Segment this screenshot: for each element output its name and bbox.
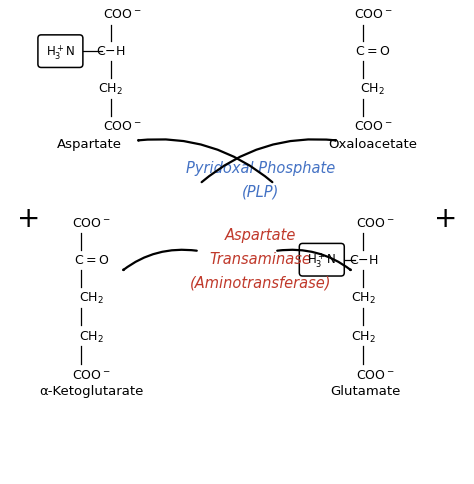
Text: +: + <box>17 204 40 232</box>
Text: $\mathsf{CH_2}$: $\mathsf{CH_2}$ <box>351 290 376 305</box>
Text: $\mathsf{CH_2}$: $\mathsf{CH_2}$ <box>98 81 123 96</box>
Text: Aspartate: Aspartate <box>57 137 122 151</box>
Text: $\mathsf{COO^-}$: $\mathsf{COO^-}$ <box>354 8 392 21</box>
FancyArrowPatch shape <box>277 250 351 271</box>
Text: $\mathsf{COO^-}$: $\mathsf{COO^-}$ <box>73 216 111 229</box>
FancyBboxPatch shape <box>299 244 344 276</box>
Text: $\mathsf{H_3^+N}$: $\mathsf{H_3^+N}$ <box>46 43 75 61</box>
Text: $\mathsf{CH_2}$: $\mathsf{CH_2}$ <box>360 81 385 96</box>
Text: $\mathsf{CH_2}$: $\mathsf{CH_2}$ <box>79 329 104 344</box>
Text: $\mathsf{COO^-}$: $\mathsf{COO^-}$ <box>103 8 142 21</box>
Text: $\mathsf{COO^-}$: $\mathsf{COO^-}$ <box>356 368 394 381</box>
Text: $\mathsf{C{-}H}$: $\mathsf{C{-}H}$ <box>349 253 378 266</box>
Text: $\mathsf{COO^-}$: $\mathsf{COO^-}$ <box>73 368 111 381</box>
Text: $\mathsf{COO^-}$: $\mathsf{COO^-}$ <box>356 216 394 229</box>
FancyArrowPatch shape <box>138 140 273 183</box>
Text: Oxaloacetate: Oxaloacetate <box>328 137 417 151</box>
FancyArrowPatch shape <box>201 140 336 183</box>
Text: $\mathsf{C{=}O}$: $\mathsf{C{=}O}$ <box>74 253 109 266</box>
Text: Aspartate: Aspartate <box>225 227 296 242</box>
Text: Pyridoxal Phosphate: Pyridoxal Phosphate <box>186 160 335 175</box>
Text: (Aminotransferase): (Aminotransferase) <box>190 275 331 290</box>
Text: $\mathsf{COO^-}$: $\mathsf{COO^-}$ <box>354 120 392 133</box>
Text: Transaminase: Transaminase <box>210 251 311 266</box>
Text: $\mathsf{CH_2}$: $\mathsf{CH_2}$ <box>351 329 376 344</box>
Text: Glutamate: Glutamate <box>331 384 401 397</box>
Text: $\mathsf{COO^-}$: $\mathsf{COO^-}$ <box>103 120 142 133</box>
Text: $\mathsf{C{-}H}$: $\mathsf{C{-}H}$ <box>96 45 125 58</box>
Text: $\mathsf{CH_2}$: $\mathsf{CH_2}$ <box>79 290 104 305</box>
Text: (PLP): (PLP) <box>242 184 279 199</box>
Text: $\mathsf{H_3^+N}$: $\mathsf{H_3^+N}$ <box>307 251 336 270</box>
FancyArrowPatch shape <box>123 250 197 271</box>
Text: α-Ketoglutarate: α-Ketoglutarate <box>40 384 144 397</box>
Text: +: + <box>434 204 457 232</box>
FancyBboxPatch shape <box>38 36 83 68</box>
Text: $\mathsf{C{=}O}$: $\mathsf{C{=}O}$ <box>355 45 391 58</box>
